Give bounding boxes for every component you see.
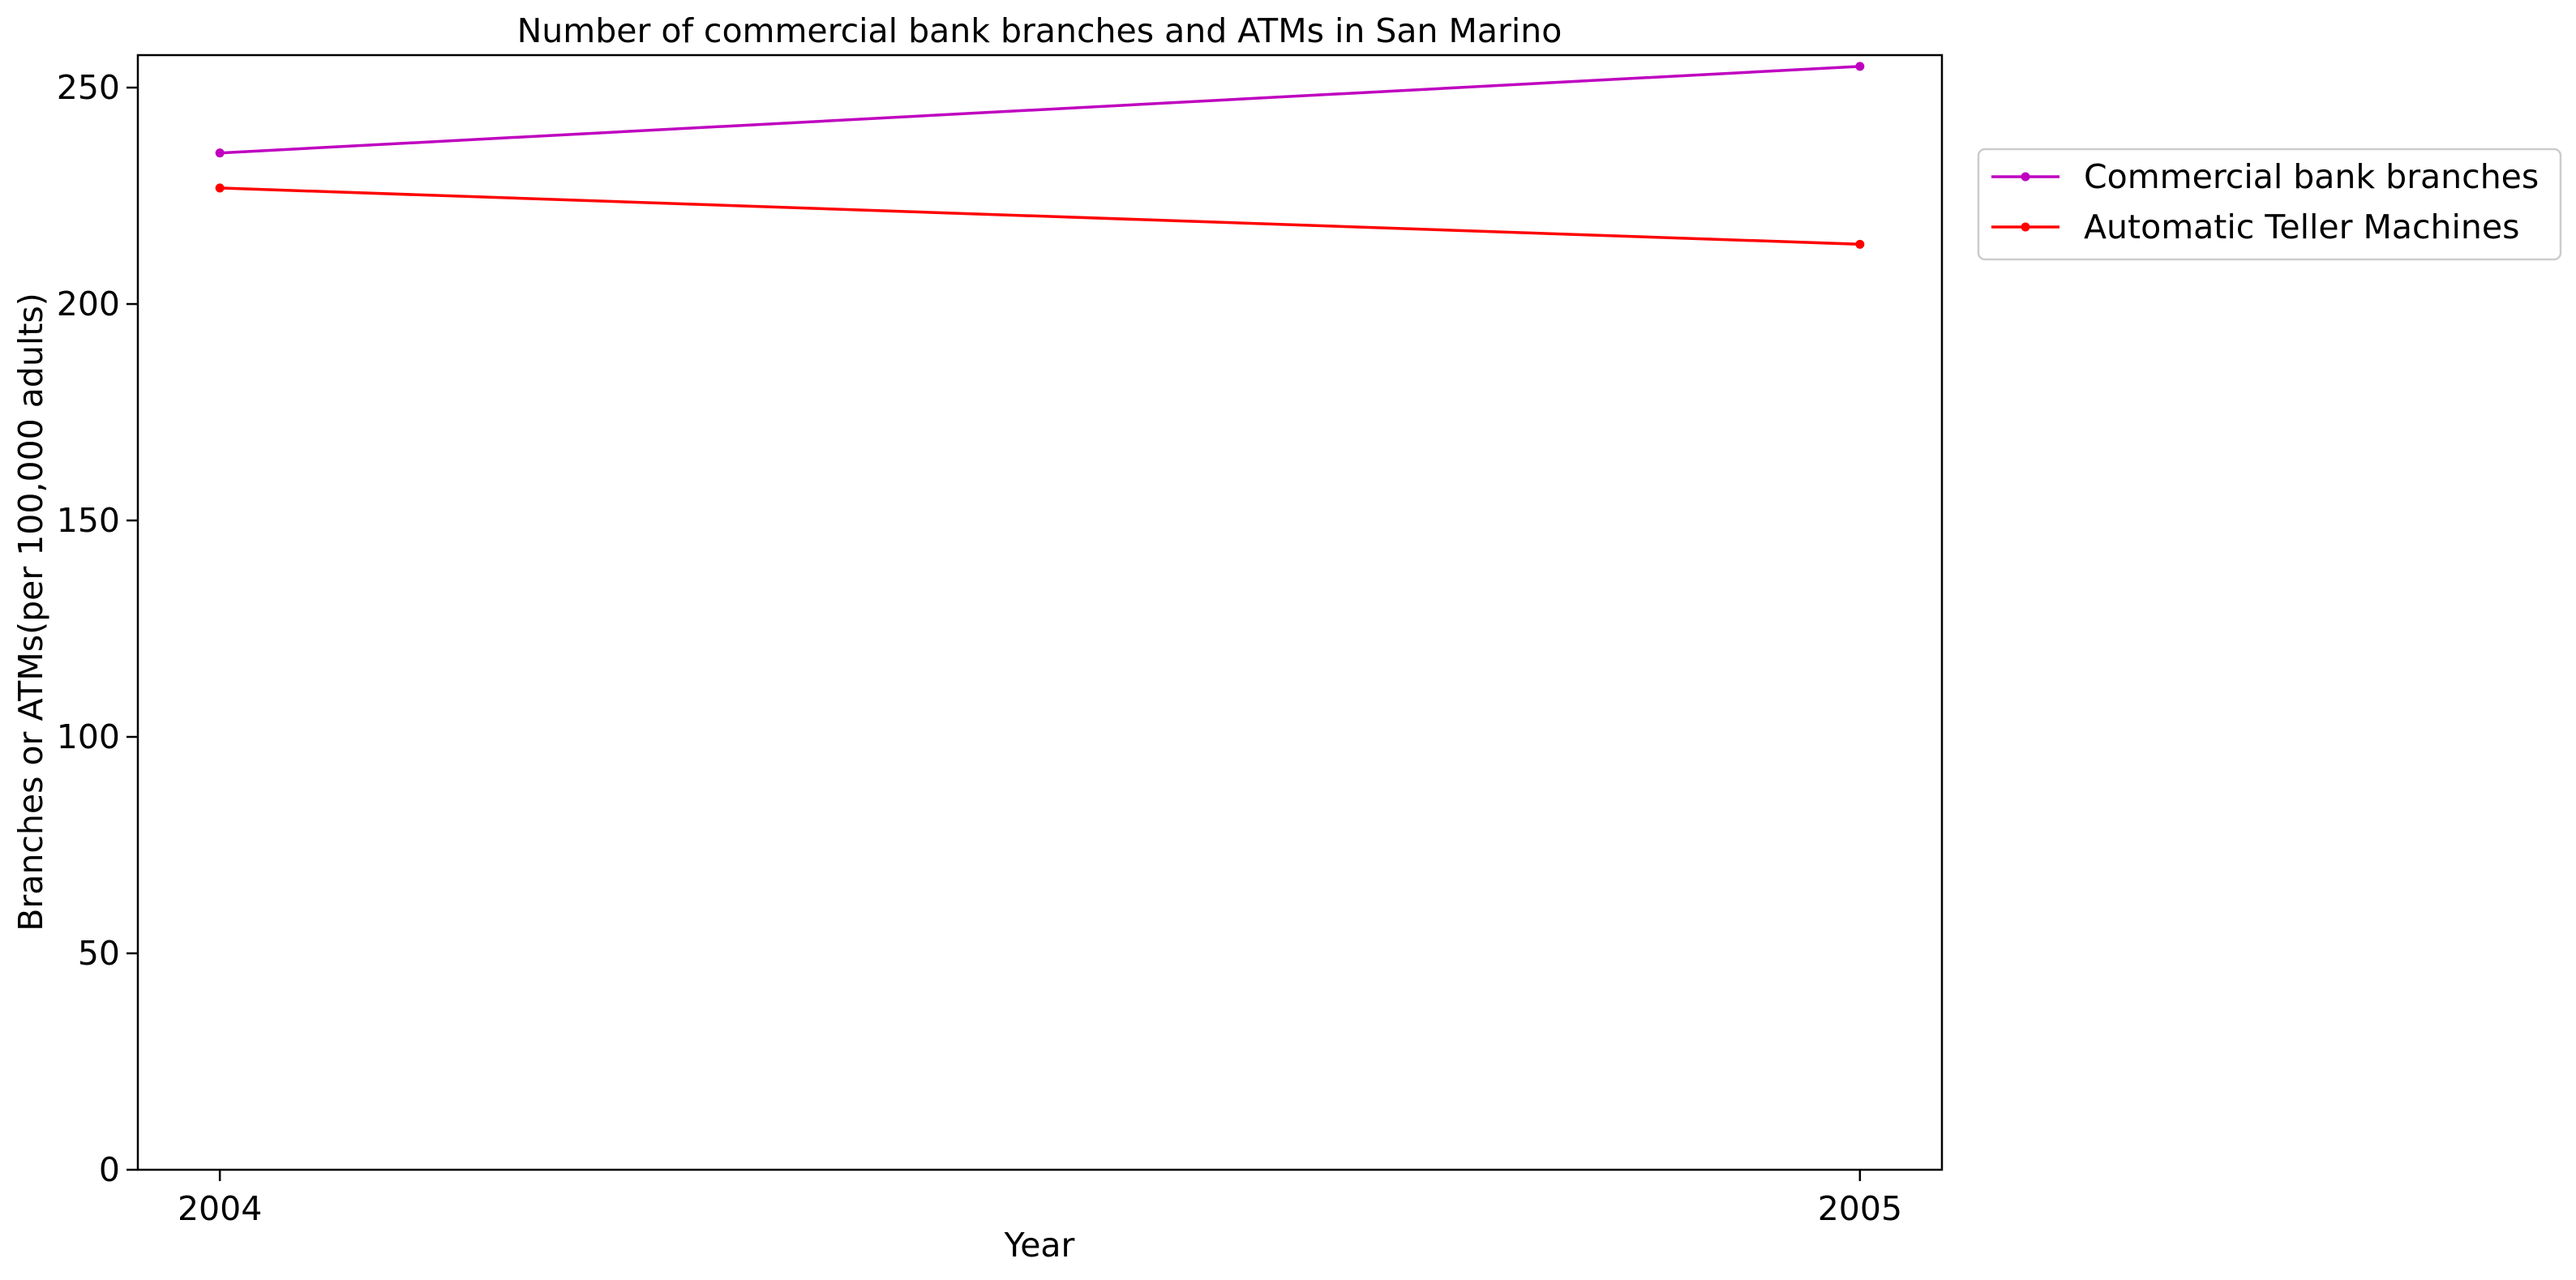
legend: Commercial bank branches Automatic Teller… xyxy=(1977,148,2562,261)
data-point xyxy=(1855,239,1865,249)
series-line-1 xyxy=(220,65,1860,155)
chart-title: Number of commercial bank branches and A… xyxy=(517,11,1562,50)
series-line-2 xyxy=(220,186,1860,246)
plot-series xyxy=(215,62,1865,249)
data-point xyxy=(215,183,225,193)
x-axis-label: Year xyxy=(1004,1226,1075,1265)
legend-label-1: Commercial bank branches xyxy=(2084,157,2539,196)
legend-marker-1 xyxy=(2021,172,2030,182)
legend-frame xyxy=(1977,148,2562,261)
y-axis: 0 50 100 150 200 250 xyxy=(57,68,138,1189)
legend-marker-2 xyxy=(2021,222,2030,232)
plot-frame xyxy=(136,54,1944,1171)
data-point xyxy=(215,148,225,158)
y-tick-label: 0 xyxy=(99,1150,120,1189)
y-tick-label: 150 xyxy=(57,501,120,540)
y-tick-label: 200 xyxy=(57,285,120,323)
y-tick-label: 50 xyxy=(78,934,120,973)
y-axis-label: Branches or ATMs(per 100,000 adults) xyxy=(11,293,50,931)
y-tick-label: 250 xyxy=(57,68,120,107)
x-tick-label: 2004 xyxy=(178,1189,262,1228)
x-axis: 2004 2005 xyxy=(178,1170,1902,1228)
y-tick-label: 100 xyxy=(57,717,120,756)
x-tick-label: 2005 xyxy=(1818,1189,1902,1228)
legend-label-2: Automatic Teller Machines xyxy=(2084,208,2519,246)
data-point xyxy=(1855,62,1865,71)
